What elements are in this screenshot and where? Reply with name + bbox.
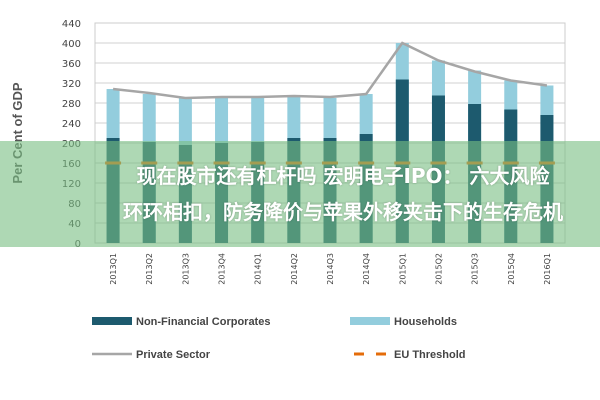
x-tick-label: 2014Q4 xyxy=(362,253,371,285)
legend-label: Households xyxy=(394,316,457,328)
private-sector-line xyxy=(112,41,548,100)
x-tick-label: 2014Q1 xyxy=(254,253,263,285)
y-tick-label: 440 xyxy=(62,19,81,30)
y-tick-label: 360 xyxy=(62,59,81,70)
x-tick-label: 2014Q3 xyxy=(326,253,335,285)
x-tick-label: 2013Q2 xyxy=(145,253,154,285)
y-tick-label: 240 xyxy=(62,119,81,130)
legend-label: Non-Financial Corporates xyxy=(136,316,270,328)
x-tick-label: 2015Q3 xyxy=(471,253,480,285)
x-tick-label: 2013Q4 xyxy=(218,253,227,285)
legend-swatch xyxy=(350,317,390,325)
y-tick-label: 400 xyxy=(62,39,81,50)
x-tick-label: 2015Q1 xyxy=(398,253,407,285)
headline-line-1: 现在股市还有杠杆吗 宏明电子IPO： 六大风险 xyxy=(136,164,550,188)
legend-swatch xyxy=(92,317,132,325)
headline-line-2: 环环相扣，防务降价与苹果外移夹击下的生存危机 xyxy=(123,200,563,224)
y-tick-label: 280 xyxy=(62,99,81,110)
x-tick-label: 2013Q3 xyxy=(181,253,190,285)
headline-banner: 现在股市还有杠杆吗 宏明电子IPO： 六大风险 环环相扣，防务降价与苹果外移夹击… xyxy=(0,141,600,247)
legend-label: EU Threshold xyxy=(394,349,466,361)
x-tick-label: 2013Q1 xyxy=(109,253,118,285)
x-tick-label: 2014Q2 xyxy=(290,253,299,285)
x-tick-label: 2015Q4 xyxy=(507,253,516,285)
y-tick-label: 320 xyxy=(62,79,81,90)
x-tick-label: 2015Q2 xyxy=(434,253,443,285)
legend-label: Private Sector xyxy=(136,349,211,361)
x-tick-label: 2016Q1 xyxy=(543,253,552,285)
